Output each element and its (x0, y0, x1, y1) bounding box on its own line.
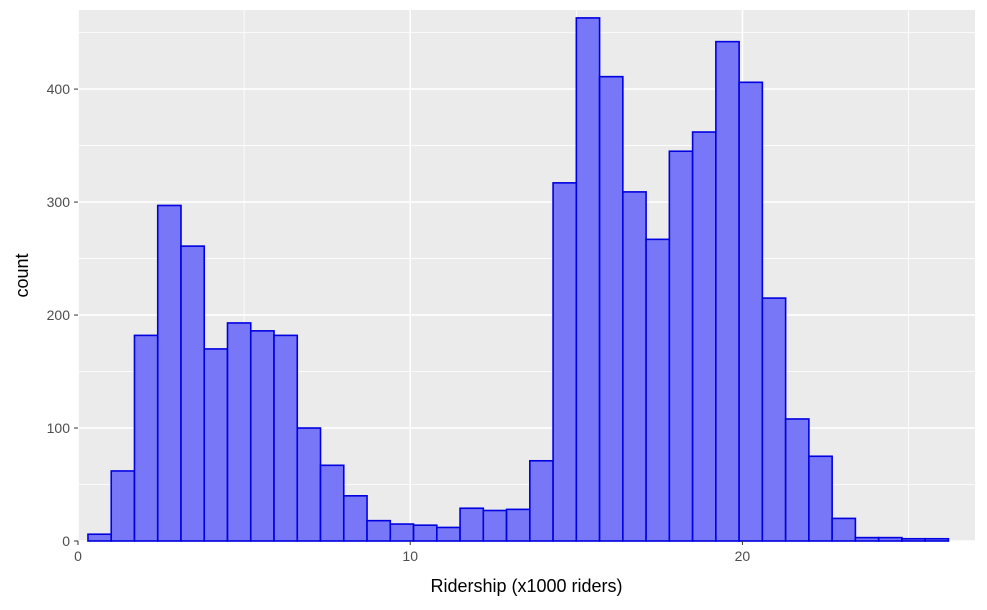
y-tick-label: 400 (47, 81, 71, 97)
y-tick-label: 300 (47, 194, 71, 210)
y-axis-title: count (12, 253, 32, 297)
y-axis: 0 100 200 300 400 (47, 81, 78, 549)
y-tick-label: 200 (47, 307, 71, 323)
histogram-bar (366, 519, 392, 542)
histogram-bar (924, 537, 950, 542)
histogram-bar (691, 131, 717, 542)
histogram-bar (482, 509, 508, 542)
x-axis-title: Ridership (x1000 riders) (430, 576, 622, 596)
histogram-bar (319, 464, 345, 542)
histogram-bar (412, 524, 438, 542)
x-axis: 0 10 20 (74, 541, 750, 564)
histogram-bar (877, 536, 903, 542)
histogram-bar (738, 81, 764, 542)
histogram-bar (342, 495, 368, 542)
histogram-bar (389, 523, 415, 542)
histogram-bar (598, 75, 624, 542)
histogram-bar (296, 427, 322, 542)
histogram-bar (529, 459, 554, 542)
histogram-bar (273, 334, 299, 542)
histogram-bar (552, 182, 578, 542)
histogram-bar (156, 204, 182, 542)
histogram-bar (761, 297, 787, 542)
histogram-bar (249, 330, 275, 542)
histogram-bar (668, 150, 694, 542)
y-tick-label: 0 (62, 533, 70, 549)
histogram-bar (784, 418, 810, 542)
histogram-bars (87, 17, 950, 542)
y-tick-label: 100 (47, 420, 71, 436)
histogram-bar (133, 334, 159, 542)
x-tick-label: 10 (402, 548, 418, 564)
histogram-bar (180, 245, 206, 542)
histogram-bar (645, 238, 671, 542)
histogram-bar (203, 348, 229, 542)
histogram-bar (435, 526, 461, 542)
histogram-bar (110, 470, 136, 542)
histogram-bar (808, 455, 833, 542)
histogram-bar (831, 517, 857, 542)
histogram-bar (575, 17, 601, 542)
histogram-bar (715, 40, 740, 542)
histogram-bar (622, 191, 647, 542)
histogram-bar (87, 533, 113, 542)
histogram-bar (505, 508, 531, 542)
histogram-bar (854, 536, 880, 542)
x-tick-label: 20 (735, 548, 751, 564)
histogram-bar (459, 507, 485, 542)
histogram-bar (226, 322, 252, 542)
histogram-bar (901, 537, 926, 542)
x-tick-label: 0 (74, 548, 82, 564)
